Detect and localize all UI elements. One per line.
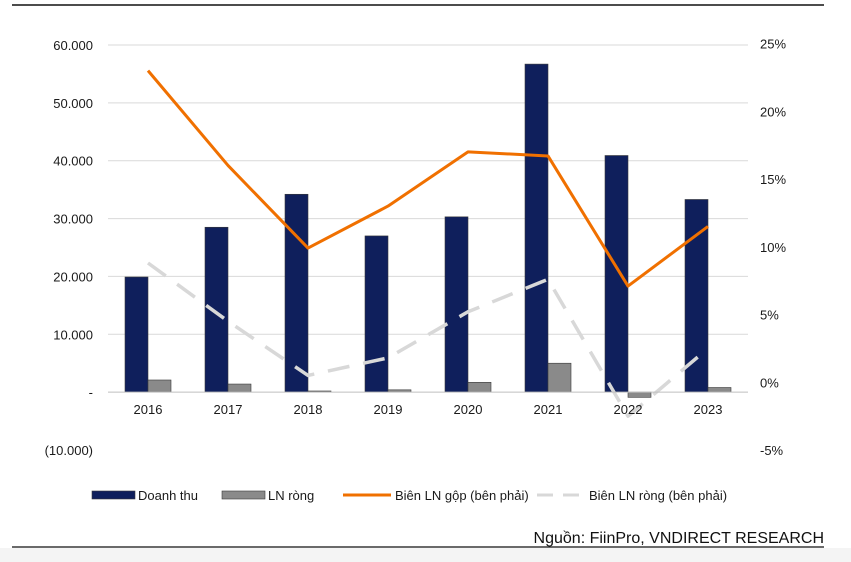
x-tick-label: 2021: [534, 402, 563, 417]
left-tick-label: -: [89, 385, 93, 400]
legend-net-margin-label: Biên LN ròng (bên phải): [589, 488, 727, 503]
right-tick-label: 15%: [760, 172, 786, 187]
source-label: Nguồn: FiinPro, VNDIRECT RESEARCH: [534, 530, 824, 547]
left-tick-label: (10.000): [45, 443, 93, 458]
left-tick-label: 40.000: [53, 154, 93, 169]
revenue-bar: [604, 155, 629, 393]
left-tick-label: 10.000: [53, 327, 93, 342]
x-tick-label: 2022: [614, 402, 643, 417]
left-tick-label: 60.000: [53, 38, 93, 53]
legend-net-profit-label: LN ròng: [268, 488, 314, 503]
right-tick-label: 25%: [760, 37, 786, 52]
net-profit-bar: [627, 391, 652, 398]
left-tick-label: 20.000: [53, 269, 93, 284]
legend-revenue-swatch: [91, 490, 136, 500]
revenue-bar: [124, 276, 149, 393]
revenue-bar: [364, 235, 389, 393]
legend-gross-margin-label: Biên LN gộp (bên phải): [395, 488, 529, 503]
axes: (10.000) - 10.000 20.000 30.000 40.000 50.000 6…: [45, 37, 787, 459]
line-series: [146, 69, 710, 418]
legend-net-profit-swatch: [221, 490, 266, 500]
x-tick-label: 2016: [134, 402, 163, 417]
net-profit-bar: [227, 383, 252, 393]
revenue-bar: [444, 216, 469, 393]
net-profit-bar: [147, 379, 172, 393]
net-margin-line: [146, 261, 710, 418]
net-profit-bar: [707, 387, 732, 393]
gross-margin-line: [146, 69, 709, 288]
x-tick-label: 2017: [214, 402, 243, 417]
legend-revenue-label: Doanh thu: [138, 488, 198, 503]
x-tick-label: 2020: [454, 402, 483, 417]
right-tick-label: 20%: [760, 104, 786, 119]
right-tick-label: 5%: [760, 308, 779, 323]
revenue-bar: [204, 226, 229, 393]
x-tick-label: 2018: [294, 402, 323, 417]
legend: Doanh thu LN ròng Biên LN gộp (bên phải) Bi…: [91, 488, 727, 503]
gridlines: [108, 44, 748, 335]
revenue-bar: [284, 193, 309, 393]
right-tick-label: 10%: [760, 240, 786, 255]
x-tick-label: 2019: [374, 402, 403, 417]
net-profit-bar: [467, 382, 492, 393]
bar-series: [124, 63, 732, 398]
left-tick-label: 30.000: [53, 212, 93, 227]
revenue-bar: [524, 63, 549, 393]
left-tick-label: 50.000: [53, 96, 93, 111]
right-tick-label: -5%: [760, 443, 784, 458]
footer-band: [0, 548, 851, 562]
net-profit-bar: [547, 362, 572, 393]
x-tick-label: 2023: [694, 402, 723, 417]
right-tick-label: 0%: [760, 375, 779, 390]
